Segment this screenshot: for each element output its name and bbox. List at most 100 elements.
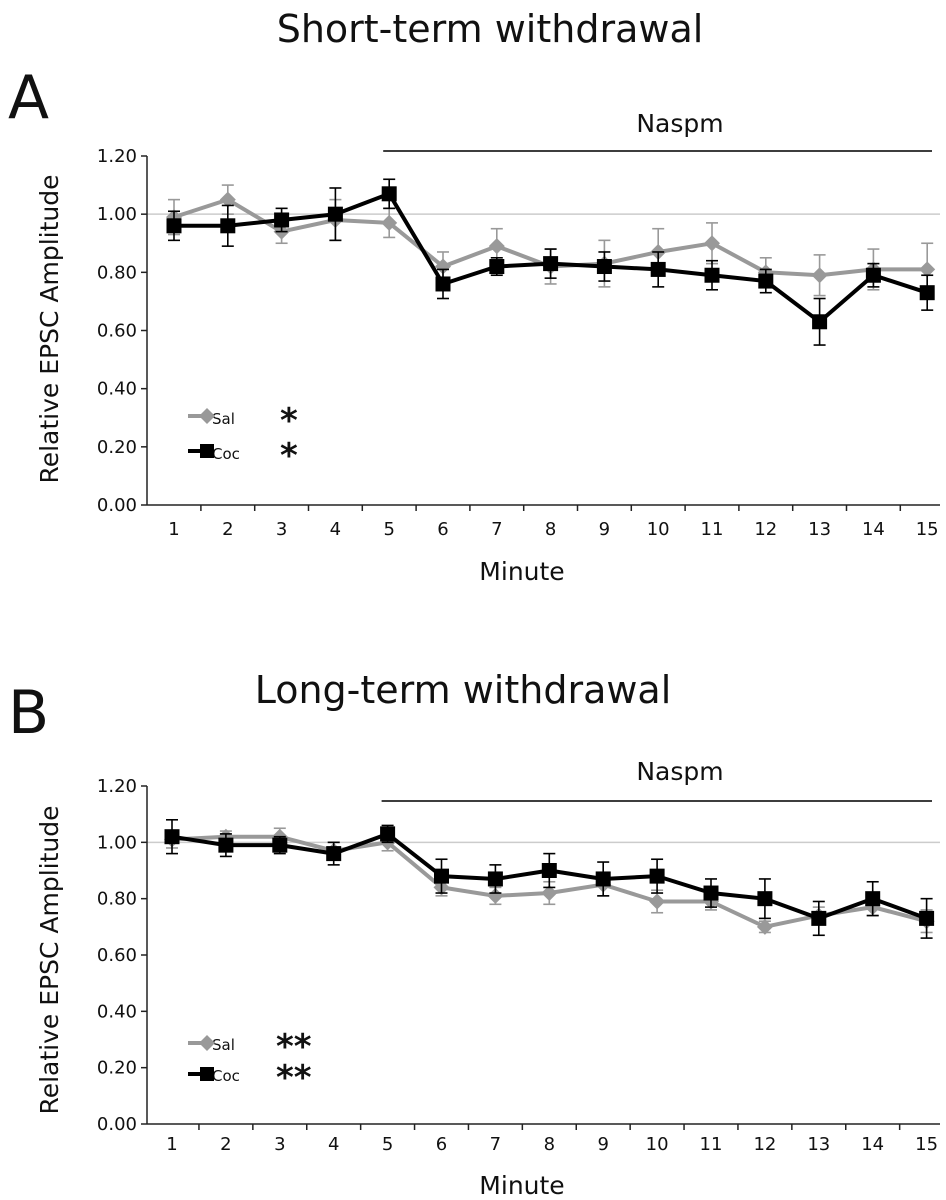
x-tick-label: 13 [807, 1134, 830, 1155]
x-tick-label: 15 [916, 519, 939, 540]
data-point-sal [219, 191, 236, 208]
x-tick-label: 8 [544, 1134, 555, 1155]
x-tick-label: 6 [436, 1134, 447, 1155]
x-tick-label: 2 [220, 1134, 231, 1155]
x-tick-label: 12 [754, 519, 777, 540]
data-point-coc [541, 863, 557, 878]
x-tick-label: 14 [861, 1134, 884, 1155]
y-tick-label: 0.80 [97, 889, 137, 910]
data-point-sal [487, 887, 504, 904]
data-point-sal [488, 238, 505, 255]
data-point-coc [381, 186, 397, 202]
y-tick-label: 0.20 [97, 1058, 137, 1079]
x-tick-label: 11 [700, 1134, 723, 1155]
data-point-coc [650, 261, 666, 277]
x-tick-label: 2 [222, 519, 233, 540]
data-point-coc [811, 910, 827, 926]
data-point-coc [919, 285, 935, 301]
y-tick-label: 0.40 [97, 379, 137, 400]
data-point-coc [703, 885, 719, 901]
x-tick-label: 4 [328, 1134, 339, 1155]
x-tick-label: 8 [545, 519, 556, 540]
x-tick-label: 14 [862, 519, 885, 540]
naspm-label: Naspm [636, 109, 723, 138]
y-tick-label: 0.00 [97, 495, 137, 516]
legend-label-coc: Coc [212, 445, 240, 463]
panel-b: B Long-term withdrawal Naspm Minute Rela… [8, 668, 940, 1200]
data-point-coc [220, 218, 236, 234]
data-point-coc [326, 846, 342, 862]
x-tick-label: 7 [490, 1134, 501, 1155]
data-point-coc [435, 276, 451, 292]
legend-label-coc: Coc [212, 1067, 240, 1085]
panel-letter: A [8, 63, 49, 133]
chart-title: Short-term withdrawal [277, 7, 704, 51]
data-point-coc [812, 314, 828, 330]
data-point-sal [704, 235, 720, 252]
data-point-coc [327, 206, 343, 222]
x-tick-label: 10 [647, 519, 670, 540]
x-tick-label: 6 [437, 519, 448, 540]
y-tick-label: 0.40 [97, 1001, 137, 1022]
data-point-sal [919, 261, 936, 278]
x-tick-label: 7 [491, 519, 502, 540]
x-tick-label: 1 [168, 519, 179, 540]
data-point-coc [380, 826, 396, 842]
significance-sal: ** [276, 1027, 312, 1067]
x-tick-label: 11 [701, 519, 724, 540]
y-tick-label: 1.20 [97, 146, 137, 167]
x-axis-label: Minute [479, 557, 564, 586]
x-tick-label: 5 [383, 519, 394, 540]
panel-letter: B [8, 678, 49, 748]
legend-swatch-marker [200, 1067, 214, 1081]
y-tick-label: 0.00 [97, 1114, 137, 1135]
x-tick-label: 4 [330, 519, 341, 540]
data-point-coc [596, 259, 612, 275]
data-point-sal [541, 885, 558, 902]
data-point-sal [381, 214, 398, 231]
data-point-sal [756, 918, 773, 935]
x-tick-label: 1 [166, 1134, 177, 1155]
legend-label-sal: Sal [212, 410, 235, 428]
x-tick-label: 12 [753, 1134, 776, 1155]
legend-swatch-marker [200, 444, 214, 458]
x-tick-label: 9 [597, 1134, 608, 1155]
data-point-coc [757, 891, 773, 907]
data-point-coc [166, 218, 182, 234]
x-axis-label: Minute [479, 1171, 564, 1200]
data-point-coc [704, 267, 720, 283]
y-axis-label: Relative EPSC Amplitude [35, 805, 64, 1114]
x-tick-label: 3 [274, 1134, 285, 1155]
data-point-coc [649, 868, 665, 884]
legend-swatch-marker [199, 1035, 215, 1051]
data-point-coc [489, 259, 505, 275]
significance-sal: * [280, 401, 298, 441]
significance-coc: * [280, 436, 298, 476]
data-point-sal [435, 258, 451, 275]
data-point-coc [164, 829, 180, 845]
y-tick-label: 1.00 [97, 204, 137, 225]
naspm-label: Naspm [636, 757, 723, 786]
data-point-coc [595, 871, 611, 887]
x-tick-label: 15 [915, 1134, 938, 1155]
data-point-coc [758, 273, 774, 289]
y-tick-label: 0.80 [97, 262, 137, 283]
y-tick-label: 0.60 [97, 321, 137, 342]
y-tick-label: 1.20 [97, 776, 137, 797]
data-point-coc [865, 267, 881, 283]
data-point-coc [274, 212, 290, 228]
y-axis-label: Relative EPSC Amplitude [35, 174, 64, 483]
data-point-coc [543, 256, 559, 272]
data-point-coc [272, 837, 288, 853]
y-tick-label: 1.00 [97, 832, 137, 853]
legend-label-sal: Sal [212, 1036, 235, 1054]
data-point-coc [434, 868, 449, 884]
y-tick-label: 0.20 [97, 437, 137, 458]
data-point-coc [919, 910, 935, 926]
x-tick-label: 10 [646, 1134, 669, 1155]
legend-swatch-marker [199, 408, 215, 424]
data-point-sal [649, 893, 666, 910]
data-point-sal [811, 267, 828, 284]
significance-coc: ** [276, 1058, 312, 1098]
